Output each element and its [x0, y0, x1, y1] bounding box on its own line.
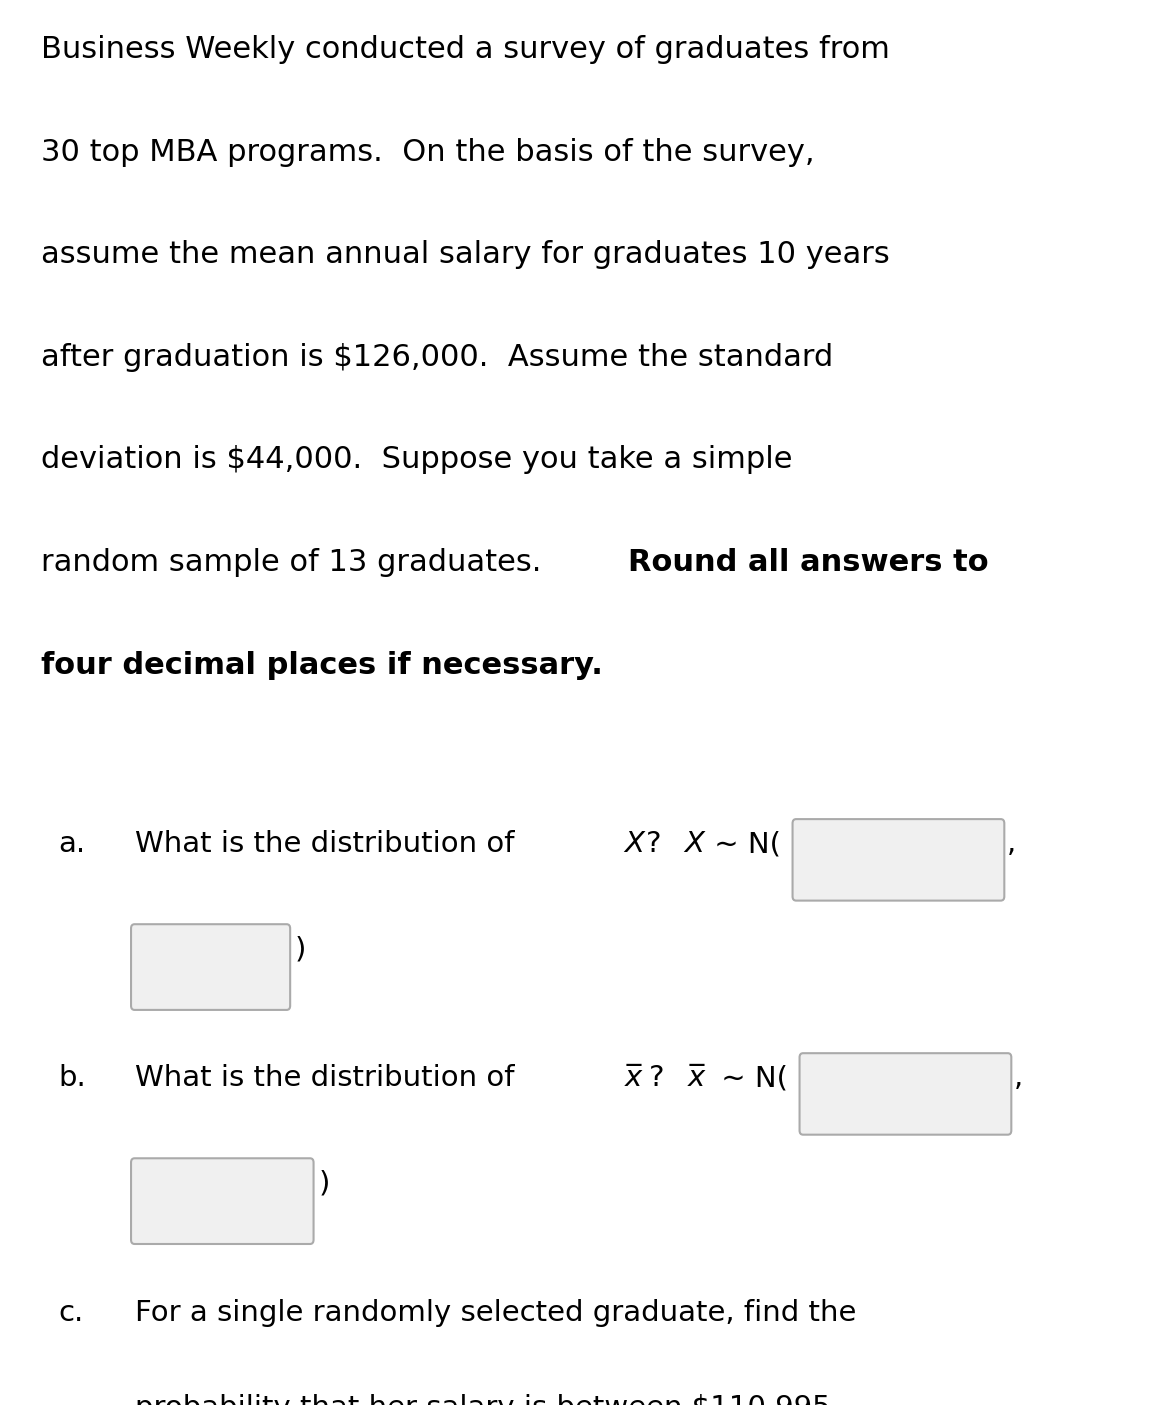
Text: probability that her salary is between $110,995: probability that her salary is between $…: [135, 1394, 831, 1405]
Text: ∼ N(: ∼ N(: [713, 1065, 789, 1093]
Text: assume the mean annual salary for graduates 10 years: assume the mean annual salary for gradua…: [41, 240, 889, 270]
Text: What is the distribution of: What is the distribution of: [135, 830, 523, 858]
FancyBboxPatch shape: [131, 924, 290, 1010]
Text: after graduation is $126,000.  Assume the standard: after graduation is $126,000. Assume the…: [41, 343, 833, 372]
Text: ,: ,: [1006, 830, 1016, 858]
Text: a.: a.: [58, 830, 85, 858]
Text: 30 top MBA programs.  On the basis of the survey,: 30 top MBA programs. On the basis of the…: [41, 138, 814, 167]
Text: X: X: [684, 830, 704, 858]
Text: ∼ N(: ∼ N(: [706, 830, 782, 858]
Text: c.: c.: [58, 1298, 84, 1326]
Text: What is the distribution of: What is the distribution of: [135, 1065, 523, 1093]
Text: X: X: [625, 830, 645, 858]
Text: ): ): [295, 936, 307, 964]
Text: ): ): [318, 1169, 330, 1197]
Text: x̅: x̅: [688, 1065, 704, 1093]
Text: Round all answers to: Round all answers to: [627, 548, 989, 577]
Text: four decimal places if necessary.: four decimal places if necessary.: [41, 651, 603, 680]
FancyBboxPatch shape: [131, 1158, 314, 1243]
FancyBboxPatch shape: [799, 1054, 1011, 1135]
Text: For a single randomly selected graduate, find the: For a single randomly selected graduate,…: [135, 1298, 856, 1326]
Text: x̅: x̅: [625, 1065, 642, 1093]
Text: ?: ?: [646, 830, 670, 858]
FancyBboxPatch shape: [792, 819, 1004, 901]
Text: b.: b.: [58, 1065, 87, 1093]
Text: ,: ,: [1013, 1065, 1023, 1093]
Text: Business Weekly conducted a survey of graduates from: Business Weekly conducted a survey of gr…: [41, 35, 890, 65]
Text: ?: ?: [649, 1065, 674, 1093]
Text: deviation is $44,000.  Suppose you take a simple: deviation is $44,000. Suppose you take a…: [41, 445, 792, 475]
Text: random sample of 13 graduates.: random sample of 13 graduates.: [41, 548, 560, 577]
